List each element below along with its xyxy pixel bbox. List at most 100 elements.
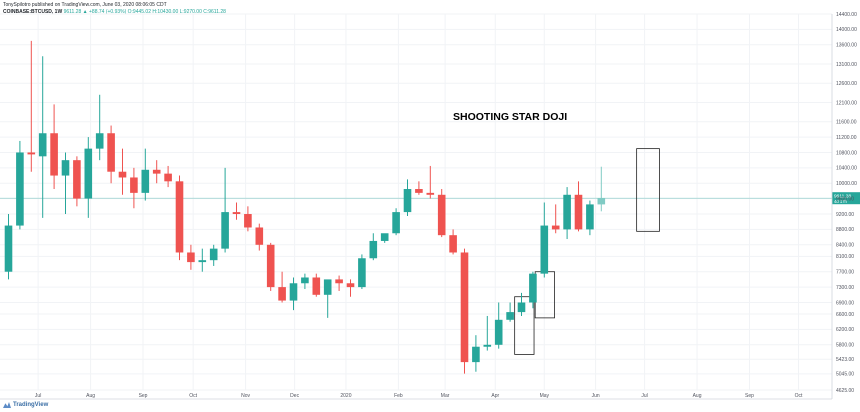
annotation-box	[514, 296, 535, 355]
current-price-label-bg	[832, 192, 860, 205]
candle-body	[255, 227, 264, 245]
candle-body	[38, 133, 47, 157]
y-tick-label: 10400.00	[836, 166, 857, 172]
x-tick-label: Nov	[241, 393, 250, 399]
candle-body	[597, 198, 606, 205]
candle-body	[232, 212, 241, 215]
chart-grid	[0, 13, 832, 391]
y-tick-label: 8100.00	[836, 254, 854, 260]
candle-body	[472, 346, 480, 363]
y-tick-label: 7700.00	[836, 270, 854, 276]
y-tick-label: 10800.00	[836, 150, 857, 156]
candle-body	[335, 279, 343, 284]
y-tick-label: 6600.00	[836, 312, 854, 318]
x-tick-label: Jun	[592, 393, 600, 399]
candle-body	[278, 287, 286, 301]
candle-body	[107, 133, 115, 172]
y-tick-label: 11200.00	[836, 135, 857, 141]
candle-body	[460, 252, 469, 363]
candle-body	[4, 225, 13, 272]
candle-body	[346, 283, 355, 288]
y-tick-label: 13100.00	[836, 62, 857, 68]
y-tick-label: 9200.00	[836, 212, 854, 218]
y-tick-label: 6200.00	[836, 327, 854, 333]
ohlc-values: 9611.28 ▲ +88.74 (+0.93%) O:9445.02 H:10…	[63, 8, 226, 15]
candle-body	[152, 169, 161, 174]
x-tick-label: Aug	[86, 393, 95, 399]
candle-body	[449, 235, 457, 253]
symbol-ohlc-line: COINBASE:BTCUSD, 1W 9611.28 ▲ +88.74 (+0…	[3, 9, 226, 16]
candle-body	[95, 133, 104, 149]
candle-body	[50, 133, 58, 176]
x-tick-label: Apr	[491, 393, 499, 399]
y-tick-label: 9600.00	[836, 196, 854, 202]
y-tick-label: 13600.00	[836, 43, 857, 49]
x-tick-label: Dec	[290, 393, 299, 399]
annotation-box	[534, 271, 555, 319]
candle-body	[16, 152, 24, 226]
candle-body	[574, 194, 583, 230]
x-tick-label: Aug	[693, 393, 702, 399]
x-tick-label: Sep	[745, 393, 754, 399]
candle-body	[221, 212, 229, 249]
chart-annotation-text: SHOOTING STAR DOJI	[453, 111, 567, 123]
chart-header: TonySpilotro published on TradingView.co…	[3, 2, 226, 15]
annotation-boxes	[514, 148, 660, 355]
candle-body	[61, 160, 70, 176]
candle-body	[586, 204, 594, 230]
annotation-box	[636, 148, 660, 232]
x-axis: Jul Aug Sep Oct Nov Dec 2020 Feb Mar Apr May Jun Jul…	[0, 393, 832, 400]
candle-body	[266, 244, 275, 288]
candle-body	[141, 169, 150, 193]
candle-body	[380, 233, 389, 241]
candle-body	[415, 189, 423, 193]
x-tick-label: 2020	[340, 393, 351, 399]
tradingview-logo-text: TradingView	[13, 402, 49, 408]
candle-body	[426, 192, 435, 195]
y-tick-label: 7300.00	[836, 285, 854, 291]
candle-body	[437, 194, 446, 236]
candle-body	[506, 312, 514, 320]
candle-body	[130, 177, 138, 193]
y-tick-label: 14400.00	[836, 12, 857, 18]
y-tick-label: 6900.00	[836, 300, 854, 306]
candle-body	[118, 171, 127, 178]
candle-body	[84, 148, 93, 199]
y-tick-label: 11600.00	[836, 120, 857, 126]
candle-body	[323, 279, 332, 295]
y-tick-label: 5045.00	[836, 372, 854, 378]
x-tick-label: Mar	[441, 393, 450, 399]
candle-body	[483, 344, 492, 347]
y-tick-label: 8400.00	[836, 243, 854, 249]
candle-body	[187, 252, 195, 263]
candle-body	[540, 225, 549, 274]
y-tick-label: 5800.00	[836, 343, 854, 349]
candle-body	[301, 277, 309, 284]
tradingview-logo[interactable]: TradingView	[3, 402, 48, 408]
current-price-label: 9611.28	[834, 194, 851, 200]
x-tick-label: Jul	[641, 393, 647, 399]
x-tick-label: Jul	[35, 393, 41, 399]
x-tick-label: May	[540, 393, 550, 399]
y-tick-label: 10000.00	[836, 181, 857, 187]
candle-body	[164, 173, 172, 182]
candle-body	[517, 302, 526, 313]
candle-body	[369, 240, 378, 259]
candle-body	[551, 225, 560, 230]
y-tick-label: 5423.00	[836, 357, 854, 363]
tradingview-logo-icon	[3, 402, 11, 408]
candle-body	[27, 152, 36, 155]
candle-body	[529, 273, 537, 303]
candle-body	[209, 248, 218, 261]
symbol-label: COINBASE:BTCUSD, 1W	[3, 8, 63, 15]
candle-body	[289, 283, 298, 301]
y-tick-label: 8800.00	[836, 227, 854, 233]
x-tick-label: Oct	[795, 393, 803, 399]
y-tick-label: 12100.00	[836, 100, 857, 106]
candle-body	[403, 189, 412, 213]
candle-body	[73, 160, 81, 199]
y-tick-label: 12600.00	[836, 81, 857, 87]
candle-body	[494, 319, 503, 345]
